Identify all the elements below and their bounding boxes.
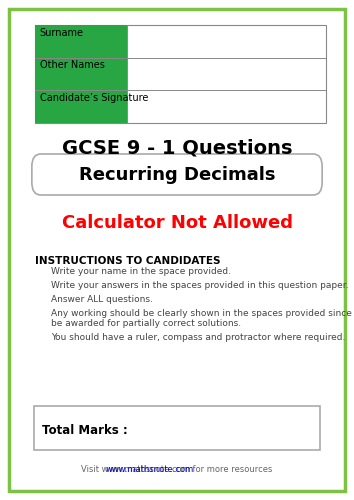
Text: Calculator Not Allowed: Calculator Not Allowed <box>62 214 292 232</box>
Text: Answer ALL questions.: Answer ALL questions. <box>51 296 153 304</box>
Text: Recurring Decimals: Recurring Decimals <box>79 166 275 184</box>
Text: Candidate’s Signature: Candidate’s Signature <box>40 93 148 103</box>
Text: www.mathsnote.com: www.mathsnote.com <box>105 466 194 474</box>
Text: Write your name in the space provided.: Write your name in the space provided. <box>51 268 231 276</box>
Text: Visit www.mathsnote.com for more resources: Visit www.mathsnote.com for more resourc… <box>81 466 273 474</box>
Text: GCSE 9 - 1 Questions: GCSE 9 - 1 Questions <box>62 138 292 157</box>
Text: Visit www.mathsnote.com for more resources: Visit www.mathsnote.com for more resourc… <box>81 466 273 474</box>
Text: Other Names: Other Names <box>40 60 104 70</box>
Text: You should have a ruler, compass and protractor where required.: You should have a ruler, compass and pro… <box>51 332 346 342</box>
Bar <box>35 90 127 122</box>
Text: Any working should be clearly shown in the spaces provided since marks may: Any working should be clearly shown in t… <box>51 310 354 318</box>
Bar <box>35 25 127 58</box>
Text: Write your answers in the spaces provided in this question paper.: Write your answers in the spaces provide… <box>51 282 349 290</box>
Text: Total Marks :: Total Marks : <box>42 424 128 436</box>
Text: INSTRUCTIONS TO CANDIDATES: INSTRUCTIONS TO CANDIDATES <box>35 256 221 266</box>
Bar <box>34 406 320 450</box>
Bar <box>35 25 326 122</box>
Text: be awarded for partially correct solutions.: be awarded for partially correct solutio… <box>51 318 241 328</box>
Bar <box>35 58 127 90</box>
Text: Surname: Surname <box>40 28 84 38</box>
